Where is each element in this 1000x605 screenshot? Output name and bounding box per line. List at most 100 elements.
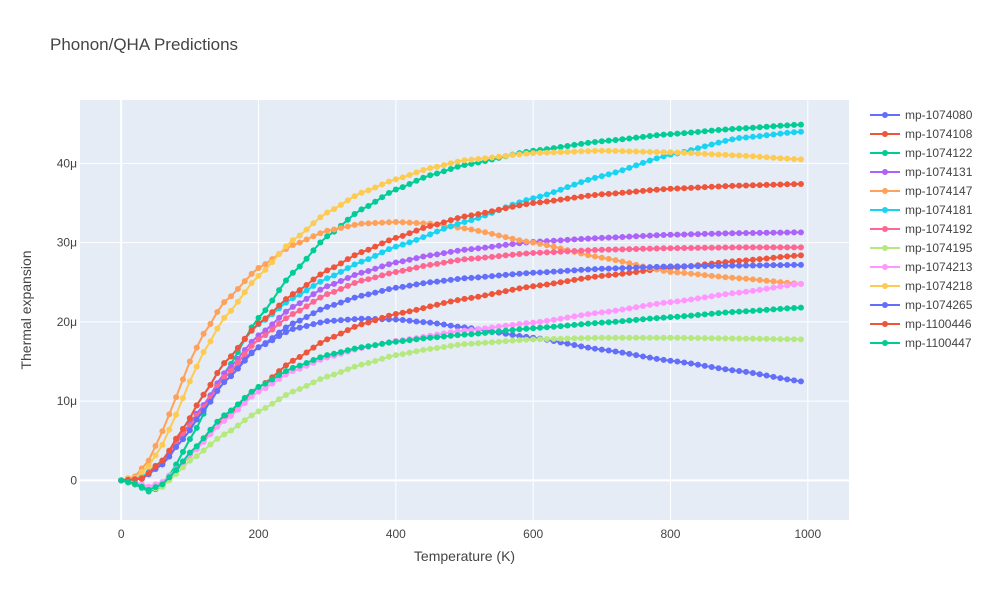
data-point bbox=[502, 241, 509, 248]
data-point bbox=[585, 274, 592, 281]
data-point bbox=[296, 324, 303, 331]
legend-item-mp-1074108[interactable]: mp-1074108 bbox=[870, 127, 973, 141]
data-point bbox=[379, 340, 386, 347]
data-point bbox=[633, 148, 640, 155]
data-point bbox=[488, 324, 495, 331]
data-point bbox=[612, 169, 619, 176]
legend-item-mp-1100446[interactable]: mp-1100446 bbox=[870, 317, 972, 331]
data-point bbox=[461, 161, 468, 168]
data-point bbox=[495, 289, 502, 296]
legend-item-mp-1074218[interactable]: mp-1074218 bbox=[870, 279, 973, 293]
data-point bbox=[454, 341, 461, 348]
data-point bbox=[715, 292, 722, 299]
data-point bbox=[372, 220, 379, 227]
data-point bbox=[399, 258, 406, 265]
data-point bbox=[495, 272, 502, 279]
data-point bbox=[564, 278, 571, 285]
legend-item-mp-1074147[interactable]: mp-1074147 bbox=[870, 184, 973, 198]
data-point bbox=[255, 265, 262, 271]
legend-item-mp-1074181[interactable]: mp-1074181 bbox=[870, 203, 973, 217]
data-point bbox=[633, 188, 640, 195]
data-point bbox=[358, 321, 365, 328]
legend-item-mp-1074192[interactable]: mp-1074192 bbox=[870, 222, 973, 236]
data-point bbox=[337, 368, 344, 375]
data-point bbox=[344, 256, 351, 263]
data-point bbox=[344, 282, 351, 289]
legend-item-mp-1074122[interactable]: mp-1074122 bbox=[870, 146, 973, 160]
legend-label: mp-1074195 bbox=[905, 241, 973, 255]
data-point bbox=[674, 263, 681, 270]
data-point bbox=[591, 253, 598, 260]
data-point bbox=[736, 244, 743, 251]
data-point bbox=[344, 274, 351, 281]
data-point bbox=[248, 280, 255, 287]
data-point bbox=[447, 160, 454, 167]
legend-item-mp-1074213[interactable]: mp-1074213 bbox=[870, 260, 973, 274]
data-point bbox=[715, 273, 722, 280]
x-tick-label: 400 bbox=[386, 527, 406, 541]
data-point bbox=[633, 304, 640, 311]
data-point bbox=[736, 275, 743, 282]
series-line bbox=[121, 183, 801, 482]
data-point bbox=[495, 242, 502, 249]
data-point bbox=[173, 444, 180, 451]
data-point bbox=[447, 217, 454, 224]
data-point bbox=[688, 129, 695, 136]
data-point bbox=[530, 283, 537, 290]
data-point bbox=[372, 317, 379, 324]
data-point bbox=[633, 352, 640, 359]
data-point bbox=[612, 234, 619, 241]
data-point bbox=[797, 280, 804, 287]
data-point bbox=[145, 463, 152, 470]
legend-item-mp-1100447[interactable]: mp-1100447 bbox=[870, 336, 972, 350]
legend-item-mp-1074265[interactable]: mp-1074265 bbox=[870, 298, 973, 312]
data-point bbox=[186, 358, 193, 365]
data-point bbox=[694, 244, 701, 251]
data-point bbox=[681, 263, 688, 270]
data-point bbox=[612, 318, 619, 325]
data-point bbox=[598, 234, 605, 241]
data-point bbox=[681, 149, 688, 156]
data-point bbox=[207, 426, 214, 433]
data-point bbox=[228, 293, 235, 300]
data-point bbox=[440, 225, 447, 232]
data-point bbox=[468, 156, 475, 163]
data-point bbox=[543, 242, 550, 249]
data-point bbox=[578, 140, 585, 147]
data-point bbox=[646, 133, 653, 140]
data-point bbox=[159, 428, 166, 435]
data-point bbox=[447, 165, 454, 172]
data-point bbox=[688, 244, 695, 251]
data-point bbox=[743, 134, 750, 141]
legend-label: mp-1074218 bbox=[905, 279, 973, 293]
legend-item-mp-1074131[interactable]: mp-1074131 bbox=[870, 165, 973, 179]
data-point bbox=[557, 186, 564, 193]
y-tick-label: 30μ bbox=[57, 236, 77, 250]
data-point bbox=[756, 124, 763, 131]
data-point bbox=[413, 220, 420, 227]
data-point bbox=[626, 135, 633, 142]
data-point bbox=[262, 307, 269, 314]
data-point bbox=[736, 125, 743, 132]
series-line bbox=[120, 336, 801, 491]
data-point bbox=[440, 168, 447, 175]
legend-item-mp-1074195[interactable]: mp-1074195 bbox=[870, 241, 973, 255]
data-point bbox=[303, 236, 310, 243]
data-point bbox=[626, 334, 633, 341]
legend-item-mp-1074080[interactable]: mp-1074080 bbox=[870, 108, 973, 122]
data-point bbox=[296, 362, 303, 369]
data-point bbox=[550, 323, 557, 330]
data-point bbox=[276, 251, 283, 258]
data-point bbox=[585, 139, 592, 146]
series-mp-1100446 bbox=[118, 181, 804, 484]
data-point bbox=[722, 262, 729, 269]
data-point bbox=[598, 319, 605, 326]
data-point bbox=[612, 257, 619, 264]
data-point bbox=[413, 264, 420, 271]
data-point bbox=[255, 320, 262, 327]
data-point bbox=[667, 185, 674, 192]
data-point bbox=[468, 246, 475, 253]
data-point bbox=[193, 402, 200, 409]
data-point bbox=[131, 480, 138, 487]
data-point bbox=[598, 334, 605, 341]
